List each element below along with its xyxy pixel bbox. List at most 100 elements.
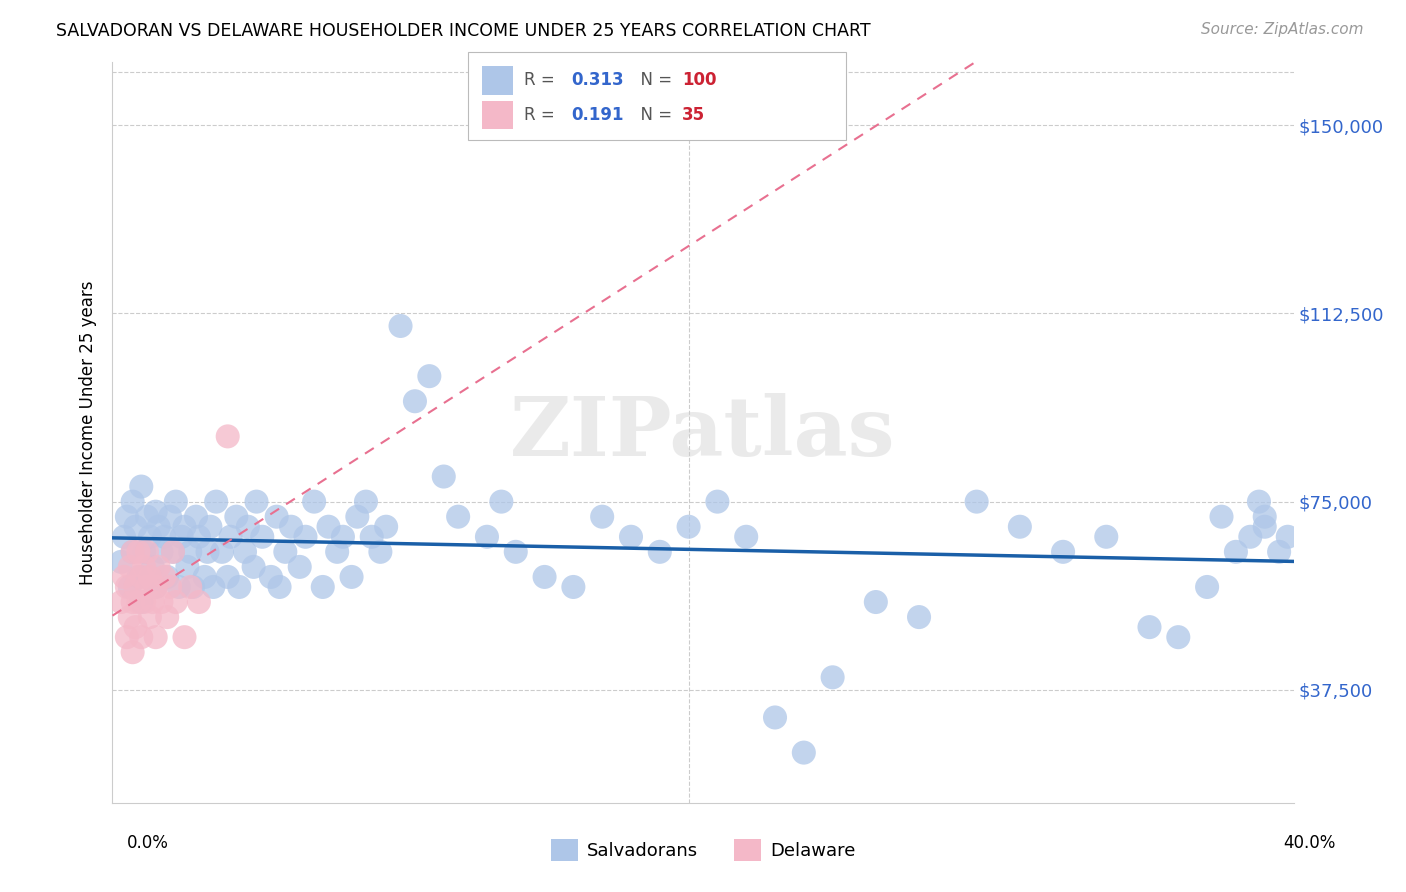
Point [340,570,363,584]
Point [1167,630,1189,644]
Point [236,520,259,534]
Point [153,570,176,584]
Point [167,580,190,594]
Point [142,595,165,609]
Point [735,530,758,544]
Text: 0.313: 0.313 [571,71,623,89]
Point [505,545,527,559]
Point [205,494,228,508]
Point [1225,545,1247,559]
Point [134,560,156,574]
Point [202,580,225,594]
Text: 0.191: 0.191 [571,106,623,124]
Point [181,580,204,594]
Point [159,509,181,524]
Point [115,630,138,644]
Point [591,509,613,524]
Point [294,530,316,544]
Point [156,610,179,624]
Point [176,560,198,574]
Point [121,645,143,659]
Point [142,560,165,574]
Point [280,520,302,534]
Point [145,580,167,594]
Point [354,494,377,508]
Point [127,570,149,584]
Point [153,530,176,544]
Point [418,369,440,384]
Text: N =: N = [630,106,678,124]
Point [136,545,159,559]
Point [370,545,392,559]
Point [491,494,513,508]
Point [562,580,585,594]
Point [124,520,146,534]
Text: 40.0%: 40.0% [1284,834,1336,852]
Point [173,520,195,534]
Point [200,520,222,534]
Point [269,580,291,594]
Point [1139,620,1161,634]
Point [118,580,141,594]
Point [225,509,247,524]
Point [620,530,643,544]
Point [129,630,152,644]
Point [121,494,143,508]
Point [127,595,149,609]
Point [121,545,143,559]
Point [865,595,887,609]
Point [110,595,132,609]
Point [179,545,201,559]
Point [326,545,349,559]
Point [1254,509,1277,524]
Point [245,494,267,508]
Point [302,494,325,508]
Point [211,545,233,559]
Point [312,580,335,594]
Point [115,580,138,594]
Point [242,560,264,574]
Point [129,479,152,493]
Point [1277,530,1299,544]
Point [706,494,728,508]
Point [118,610,141,624]
Point [134,545,156,559]
Point [332,530,354,544]
Point [179,580,201,594]
Point [112,570,135,584]
Point [908,610,931,624]
Text: R =: R = [524,71,561,89]
Point [1268,545,1291,559]
Point [121,545,143,559]
Point [260,570,283,584]
Point [162,545,184,559]
Point [360,530,382,544]
Point [136,509,159,524]
Point [165,595,187,609]
Point [375,520,398,534]
Point [821,670,844,684]
Point [763,710,786,724]
Point [124,620,146,634]
Point [404,394,426,409]
Point [162,545,184,559]
Point [170,530,193,544]
Point [139,610,162,624]
Point [266,509,288,524]
Point [678,520,700,534]
Text: SALVADORAN VS DELAWARE HOUSEHOLDER INCOME UNDER 25 YEARS CORRELATION CHART: SALVADORAN VS DELAWARE HOUSEHOLDER INCOM… [56,22,870,40]
Point [228,580,250,594]
Text: ZIPatlas: ZIPatlas [510,392,896,473]
Point [139,570,162,584]
Point [288,560,311,574]
Point [233,545,256,559]
Text: R =: R = [524,106,561,124]
Point [274,545,297,559]
Point [150,545,173,559]
Point [389,318,412,333]
Text: N =: N = [630,71,678,89]
Point [145,630,167,644]
Point [112,530,135,544]
Point [194,570,217,584]
Point [1247,494,1270,508]
